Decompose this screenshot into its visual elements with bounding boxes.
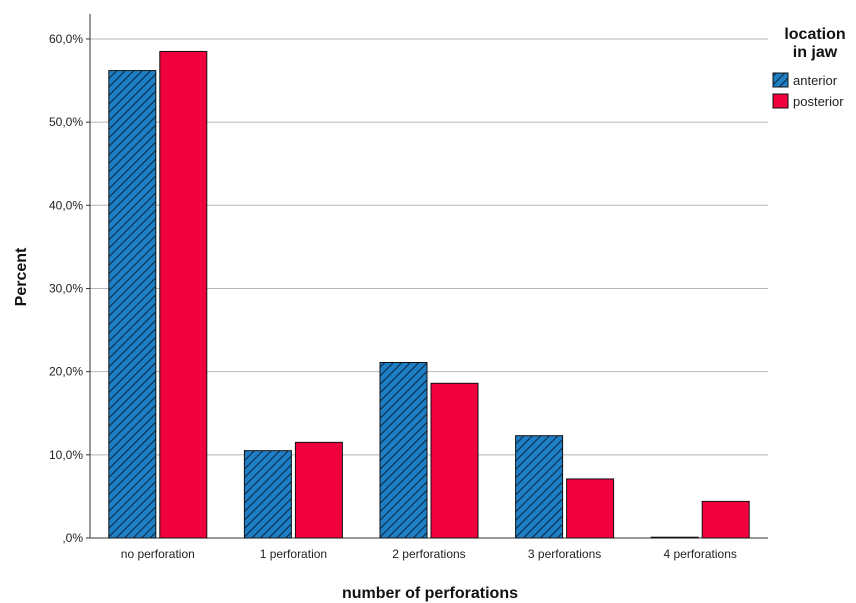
y-tick-label: 30,0%: [49, 281, 83, 295]
legend: location in jaw anterior posterior: [772, 26, 846, 109]
bar-posterior-1: [294, 441, 343, 539]
bar-posterior-3: [566, 478, 615, 539]
x-tick-label: 4 perforations: [664, 547, 737, 561]
legend-swatch-anterior: [772, 72, 789, 88]
legend-title-line2: in jaw: [793, 44, 838, 61]
y-tick-labels: ,0% 10,0% 20,0% 30,0% 40,0% 50,0% 60,0%: [49, 32, 83, 545]
legend-label-posterior: posterior: [793, 94, 844, 109]
bar-posterior-0: [159, 50, 208, 539]
y-tick-label: 40,0%: [49, 198, 83, 212]
y-tick-label: ,0%: [62, 531, 83, 545]
legend-title-line1: location: [784, 26, 845, 43]
x-tick-label: 1 perforation: [260, 547, 327, 561]
x-tick-label: no perforation: [121, 547, 195, 561]
bar-posterior-2: [430, 382, 479, 539]
bar-anterior-2: [379, 362, 428, 539]
bar-posterior-4: [701, 500, 750, 539]
y-tick-label: 60,0%: [49, 32, 83, 46]
bar-anterior-3: [515, 435, 564, 539]
bar-anterior-0: [108, 70, 157, 539]
y-tick-label: 10,0%: [49, 448, 83, 462]
x-tick-labels: no perforation 1 perforation 2 perforation…: [121, 547, 737, 561]
bars: [108, 50, 750, 539]
bar-anterior-1: [243, 450, 292, 539]
x-axis-title: number of perforations: [342, 585, 518, 602]
x-tick-label: 2 perforations: [392, 547, 465, 561]
y-tick-label: 50,0%: [49, 115, 83, 129]
y-axis-title: Percent: [13, 247, 30, 306]
legend-swatch-posterior: [772, 93, 789, 109]
bar-anterior-4: [650, 536, 699, 539]
x-tick-label: 3 perforations: [528, 547, 601, 561]
y-tick-label: 20,0%: [49, 365, 83, 379]
legend-label-anterior: anterior: [793, 73, 838, 88]
